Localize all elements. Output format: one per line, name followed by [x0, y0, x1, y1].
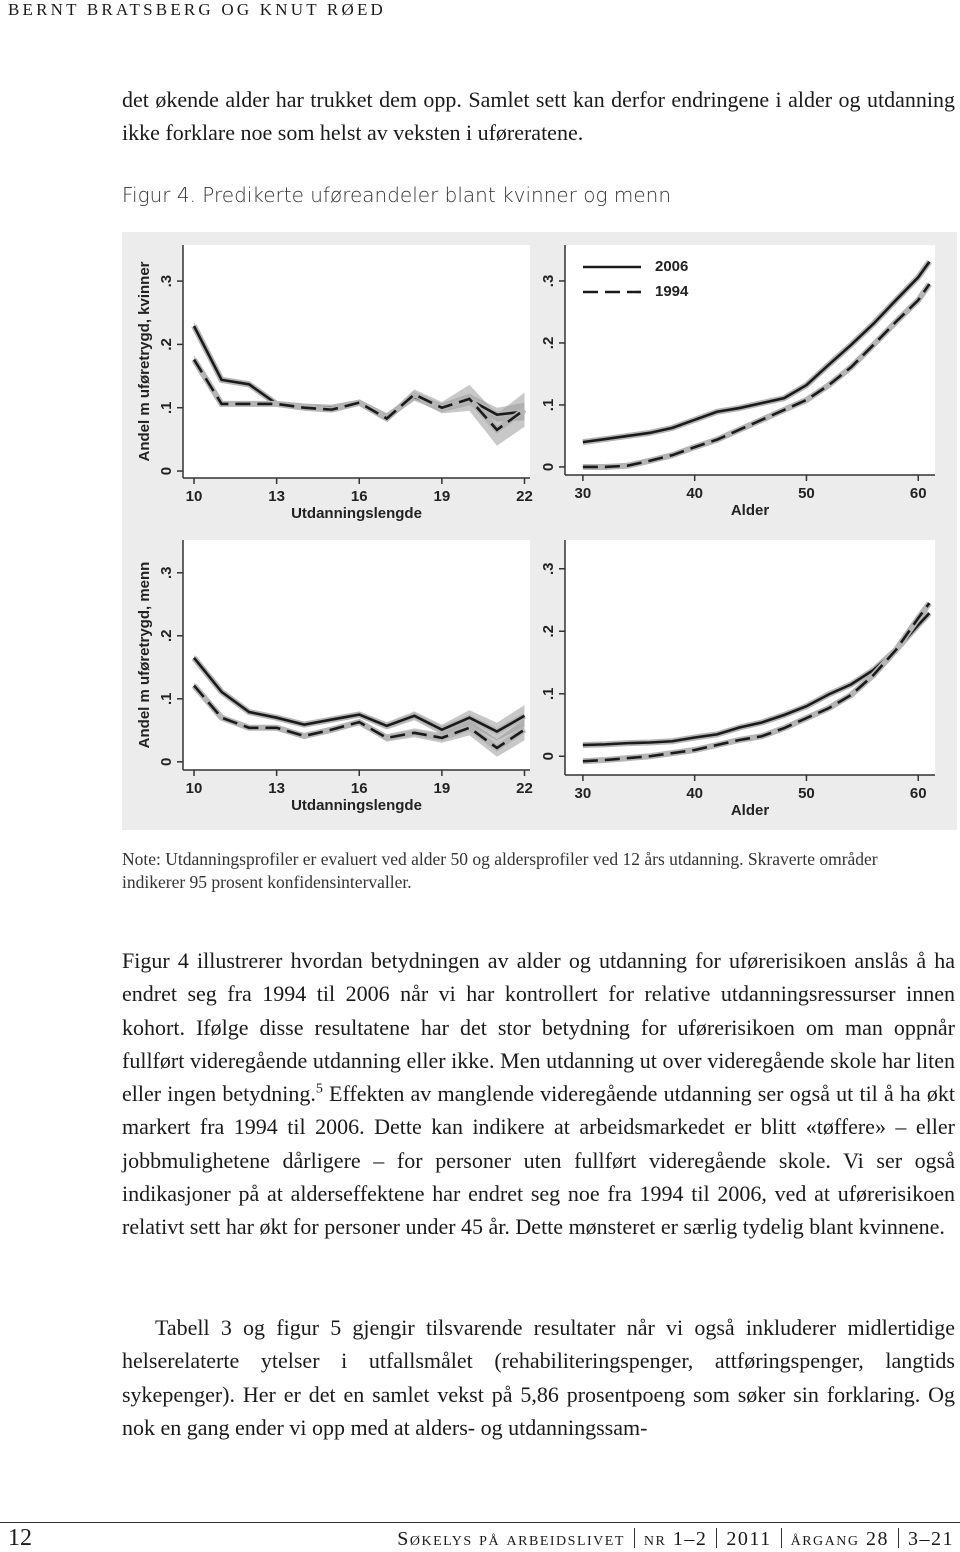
x-tick-label: 40 — [686, 485, 703, 502]
intro-paragraph: det økende alder har trukket dem opp. Sa… — [122, 87, 955, 146]
y-tick-label: .1 — [540, 687, 557, 700]
plot-area — [183, 245, 530, 478]
figure-note: Note: Utdanningsprofiler er evaluert ved… — [122, 849, 878, 892]
x-tick-label: 13 — [268, 780, 285, 797]
y-tick-label: .2 — [158, 338, 175, 351]
y-tick-label: 0 — [540, 752, 557, 760]
x-tick-label: 13 — [268, 488, 285, 505]
y-tick-label: .3 — [158, 275, 175, 288]
x-tick-label: 22 — [516, 780, 533, 797]
y-axis-title: Andel m uføretrygd, kvinner — [136, 261, 153, 461]
y-tick-label: .2 — [540, 337, 557, 350]
x-axis-title: Alder — [731, 502, 770, 519]
y-tick-label: 0 — [158, 758, 175, 766]
y-tick-label: .3 — [540, 562, 557, 575]
x-tick-label: 30 — [575, 485, 592, 502]
y-tick-label: .1 — [158, 401, 175, 414]
text: Effekten av manglende videregående utdan… — [122, 1081, 955, 1240]
running-head: BERNT BRATSBERG OG KNUT RØED — [8, 0, 387, 19]
pages: 3–21 — [908, 1528, 954, 1550]
figure-caption: Figur 4. Predikerte uføreandeler blant k… — [122, 183, 671, 207]
plot-area — [565, 245, 935, 475]
issue: nr 1–2 — [643, 1528, 708, 1550]
x-tick-label: 19 — [434, 780, 451, 797]
x-tick-label: 10 — [186, 780, 203, 797]
line — [193, 684, 526, 750]
y-axis-title: Andel m uføretrygd, menn — [136, 562, 153, 749]
x-tick-label: 30 — [575, 785, 592, 802]
y-tick-label: 0 — [158, 467, 175, 475]
line — [192, 358, 526, 432]
x-axis-title: Alder — [731, 802, 770, 819]
line — [582, 283, 931, 469]
footer: Søkelys på arbeidslivet nr 1–2 2011 årgang … — [397, 1528, 954, 1551]
y-tick-label: .3 — [158, 567, 175, 580]
year: 2011 — [726, 1528, 772, 1550]
page-number: 12 — [8, 1525, 32, 1551]
line — [582, 602, 931, 763]
journal: Søkelys på arbeidslivet — [397, 1528, 625, 1550]
volume: årgang 28 — [790, 1528, 889, 1550]
y-tick-label: .2 — [540, 625, 557, 638]
y-tick-label: .2 — [158, 630, 175, 643]
legend-label: 1994 — [655, 283, 689, 300]
footer-rule — [0, 1522, 960, 1523]
x-tick-label: 19 — [434, 488, 451, 505]
legend-label: 2006 — [655, 258, 688, 275]
line — [582, 260, 931, 444]
x-tick-label: 16 — [351, 780, 368, 797]
body-paragraph: Tabell 3 og figur 5 gjengir tilsvarende … — [122, 1315, 955, 1440]
y-tick-label: .3 — [540, 275, 557, 288]
x-tick-label: 50 — [798, 485, 815, 502]
text: Figur 4 illustrerer hvordan betydningen … — [122, 948, 955, 1107]
figure: 0 .1 .2 .3 10 13 16 19 22 Utdanningslengde Andel m… — [122, 232, 957, 830]
x-tick-label: 50 — [798, 785, 815, 802]
y-tick-label: .1 — [158, 693, 175, 706]
footnote-ref: 5 — [315, 1081, 323, 1097]
x-tick-label: 10 — [186, 488, 203, 505]
x-tick-label: 60 — [910, 785, 927, 802]
x-tick-label: 16 — [351, 488, 368, 505]
y-tick-label: .1 — [540, 399, 557, 412]
body-paragraph: Figur 4 illustrerer hvordan betydningen … — [122, 944, 955, 1244]
line — [193, 657, 526, 734]
x-axis-title: Utdanningslengde — [291, 797, 422, 814]
x-tick-label: 40 — [686, 785, 703, 802]
x-tick-label: 22 — [516, 488, 533, 505]
x-tick-label: 60 — [910, 485, 927, 502]
x-axis-title: Utdanningslengde — [291, 505, 422, 522]
y-tick-label: 0 — [540, 463, 557, 471]
